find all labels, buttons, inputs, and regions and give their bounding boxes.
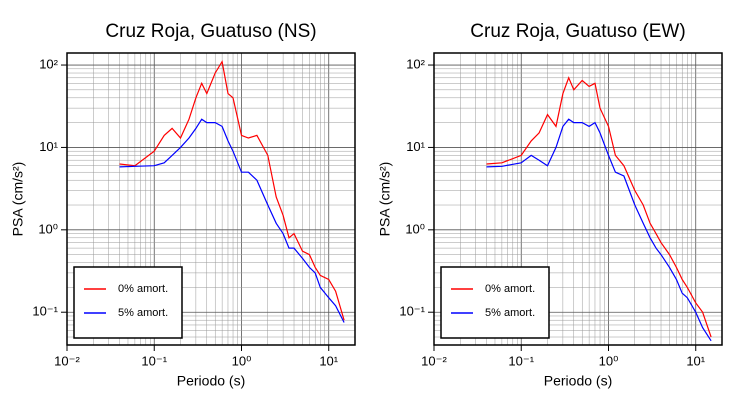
y-tick-label: 10⁻¹ bbox=[32, 304, 58, 319]
legend-box bbox=[440, 266, 550, 339]
chart-title: Cruz Roja, Guatuso (EW) bbox=[470, 21, 685, 42]
x-axis-label: Periodo (s) bbox=[177, 373, 245, 389]
series-line bbox=[119, 118, 345, 323]
y-tick-label: 10² bbox=[406, 56, 425, 71]
x-axis-label: Periodo (s) bbox=[544, 373, 612, 389]
y-tick-label: 10² bbox=[39, 56, 58, 71]
series-line bbox=[486, 76, 712, 338]
legend-box bbox=[73, 266, 183, 339]
x-tick-label: 10⁻² bbox=[421, 353, 447, 368]
x-tick-label: 10⁰ bbox=[599, 353, 619, 368]
plot-frame bbox=[66, 52, 356, 346]
x-tick-label: 10⁻¹ bbox=[508, 353, 534, 368]
chart-title: Cruz Roja, Guatuso (NS) bbox=[105, 21, 316, 42]
plot-frame bbox=[433, 52, 723, 346]
x-tick-label: 10⁻¹ bbox=[141, 353, 167, 368]
legend-label: 5% amort. bbox=[485, 307, 535, 319]
y-tick-label: 10⁰ bbox=[405, 221, 425, 236]
x-tick-label: 10¹ bbox=[686, 353, 705, 368]
y-tick-label: 10¹ bbox=[406, 139, 425, 154]
y-tick-label: 10¹ bbox=[39, 139, 58, 154]
legend-label: 0% amort. bbox=[485, 283, 535, 295]
series-line bbox=[119, 59, 345, 321]
x-tick-label: 10⁰ bbox=[232, 353, 252, 368]
y-axis-label: PSA (cm/s²) bbox=[10, 162, 26, 237]
legend-label: 0% amort. bbox=[118, 283, 168, 295]
x-tick-label: 10⁻² bbox=[54, 353, 80, 368]
series-line bbox=[486, 118, 712, 342]
y-axis-label: PSA (cm/s²) bbox=[377, 162, 393, 237]
x-tick-label: 10¹ bbox=[319, 353, 338, 368]
legend-label: 5% amort. bbox=[118, 307, 168, 319]
y-tick-label: 10⁻¹ bbox=[399, 304, 425, 319]
y-tick-label: 10⁰ bbox=[38, 221, 58, 236]
